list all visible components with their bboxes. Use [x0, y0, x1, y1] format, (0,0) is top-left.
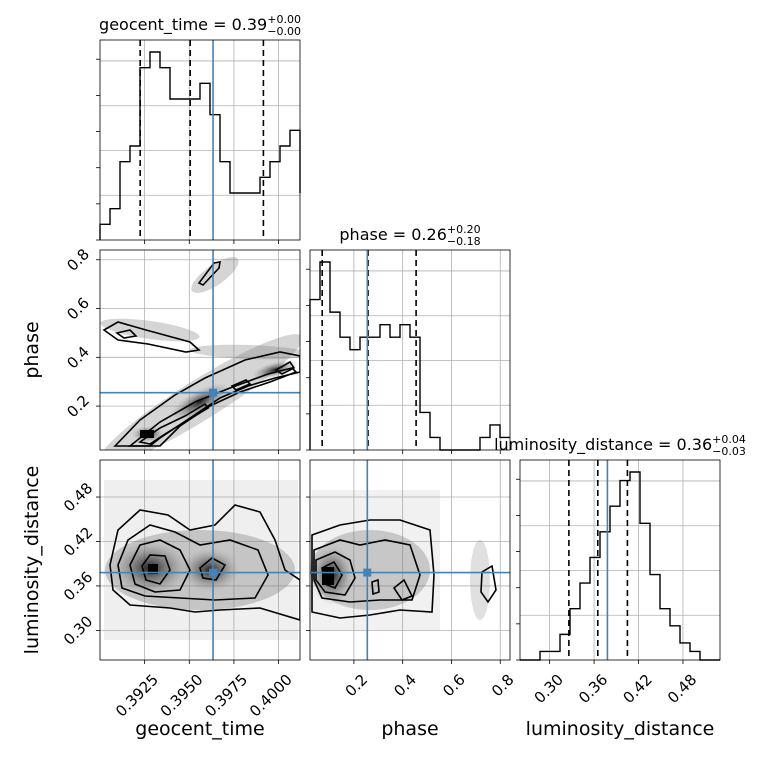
panel-phase-histogram [306, 249, 511, 454]
x-tick-label-luminosity-distance: 0.42 [619, 671, 655, 707]
x-tick-label-phase: 0.8 [488, 671, 518, 701]
histogram-phase [309, 261, 510, 451]
histogram-luminosity-distance [520, 471, 720, 661]
panel-luminosity-distance-histogram: 0.30 0.36 0.42 0.48 [516, 459, 721, 707]
x-tick-label-luminosity-distance: 0.30 [531, 671, 567, 707]
title-plus: +0.20 [447, 223, 481, 236]
title-phase: phase = 0.26+0.20 −0.18 [339, 223, 480, 248]
y-axis-label-luminosity-distance: luminosity_distance [21, 466, 43, 655]
y-tick-label-phase: 0.2 [63, 391, 93, 421]
truth-marker [209, 568, 218, 577]
title-geocent-time: geocent_time = 0.39+0.00 −0.00 [99, 13, 301, 38]
density-phase-vs-geocent-time [100, 256, 300, 450]
x-tick-label-geocent-time: 0.3975 [201, 671, 251, 721]
panel-titles: geocent_time = 0.39+0.00 −0.00 phase = 0.2… [99, 13, 746, 458]
density-luminosity-distance-vs-phase [310, 490, 497, 630]
x-tick-label-geocent-time: 0.4000 [246, 671, 296, 721]
x-tick-label-luminosity-distance: 0.36 [575, 671, 611, 707]
y-tick-label-luminosity-distance: 0.30 [60, 612, 96, 648]
title-minus: −0.00 [267, 25, 301, 38]
title-main: luminosity_distance = 0.36 [494, 435, 712, 455]
title-minus: −0.03 [712, 445, 746, 458]
density-luminosity-distance-vs-geocent-time [104, 480, 300, 640]
title-main: phase = 0.26 [339, 225, 446, 244]
title-luminosity-distance: luminosity_distance = 0.36+0.04 −0.03 [494, 433, 746, 458]
x-tick-label-luminosity-distance: 0.48 [664, 671, 700, 707]
panel-geocent-time-histogram [96, 39, 301, 244]
x-tick-label-phase: 0.2 [342, 671, 372, 701]
x-tick-label-geocent-time: 0.3925 [112, 671, 162, 721]
y-tick-label-phase: 0.8 [63, 245, 93, 275]
x-axis-label-luminosity-distance: luminosity_distance [526, 718, 715, 740]
x-axis-label-geocent-time: geocent_time [135, 718, 264, 740]
axis-labels: phase luminosity_distance geocent_time p… [21, 321, 714, 740]
title-plus: +0.00 [267, 13, 301, 26]
y-tick-label-phase: 0.6 [63, 294, 93, 324]
title-plus: +0.04 [712, 433, 746, 446]
x-tick-label-geocent-time: 0.3950 [157, 671, 207, 721]
y-tick-label-luminosity-distance: 0.42 [60, 523, 96, 559]
y-tick-label-luminosity-distance: 0.36 [60, 568, 96, 604]
histogram-geocent-time [99, 51, 301, 240]
x-tick-label-phase: 0.6 [439, 671, 469, 701]
x-axis-label-phase: phase [381, 718, 438, 740]
y-tick-label-phase: 0.4 [63, 343, 93, 373]
x-tick-label-phase: 0.4 [390, 671, 420, 701]
panel-luminosity-distance-vs-phase: 0.2 0.4 0.6 0.8 [306, 459, 518, 701]
panel-phase-vs-geocent-time: 0.2 0.4 0.6 0.8 [63, 245, 301, 454]
truth-marker [209, 388, 218, 397]
title-main: geocent_time = 0.39 [99, 15, 267, 35]
truth-marker [363, 568, 372, 577]
y-axis-label-phase: phase [21, 321, 43, 378]
title-minus: −0.18 [447, 235, 481, 248]
y-tick-label-luminosity-distance: 0.48 [60, 479, 96, 515]
